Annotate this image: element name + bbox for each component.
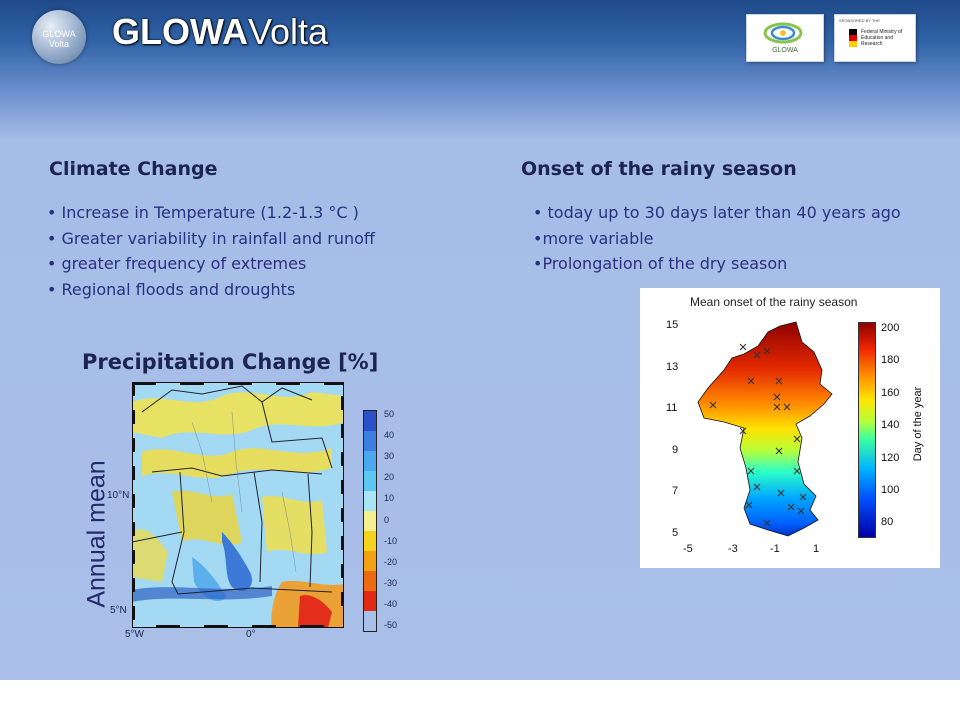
lat-label-5n: 5°N: [110, 605, 127, 616]
colorbar-segment: [364, 551, 376, 571]
ministry-name: Federal Ministry of Education and Resear…: [861, 29, 903, 47]
colorbar-segment: [364, 571, 376, 591]
colorbar-tick-label: 180: [881, 354, 900, 366]
bmbf-sponsor-logo: SPONSORED BY THE Federal Ministry of Edu…: [834, 14, 916, 62]
x-tick-label: -5: [683, 543, 693, 555]
colorbar-segment: [364, 531, 376, 551]
colorbar-tick-label: 120: [881, 452, 900, 464]
sponsored-by-label: SPONSORED BY THE: [839, 18, 880, 23]
onset-colorbar: [858, 322, 876, 538]
german-flag-icon: [849, 29, 857, 47]
onset-heading: Onset of the rainy season: [521, 158, 797, 180]
colorbar-label: 30: [384, 451, 395, 461]
brand-title: GLOWAVolta: [112, 12, 328, 52]
x-tick-label: -3: [728, 543, 738, 555]
colorbar-segment: [364, 451, 376, 471]
colorbar-label: 50: [384, 409, 395, 419]
lon-label-0: 0°: [246, 629, 256, 640]
brand-title-regular: Volta: [247, 11, 329, 52]
colorbar-tick-label: 140: [881, 419, 900, 431]
precipitation-change-title: Precipitation Change [%]: [82, 350, 379, 374]
y-tick-label: 15: [666, 319, 679, 331]
y-tick-label: 13: [666, 361, 679, 373]
colorbar-tick-label: 160: [881, 387, 900, 399]
onset-map-image: [697, 321, 833, 537]
slide: GLOWA Volta GLOWAVolta GLOWA SPONSORED B…: [0, 0, 960, 680]
onset-bullet: •Prolongation of the dry season: [533, 254, 788, 273]
precipitation-change-map: [132, 382, 344, 628]
onset-list: • today up to 30 days later than 40 year…: [533, 200, 901, 277]
colorbar-tick-label: 80: [881, 516, 894, 528]
header-banner: GLOWA Volta GLOWAVolta GLOWA SPONSORED B…: [0, 0, 960, 100]
colorbar-tick-label: 200: [881, 322, 900, 334]
colorbar-label: 0: [384, 515, 390, 525]
colorbar-segment: [364, 411, 376, 431]
y-tick-label: 11: [666, 402, 678, 414]
climate-bullet: • Regional floods and droughts: [47, 279, 296, 299]
glowa-swirl-icon: [763, 22, 803, 44]
y-tick-label: 7: [672, 485, 679, 497]
colorbar-label: -30: [384, 578, 398, 588]
lat-label-10n: 10°N: [107, 490, 130, 501]
lon-label-5w: 5°W: [125, 629, 144, 640]
onset-bullet: •more variable: [533, 228, 654, 248]
logo-text-line2: Volta: [48, 39, 70, 49]
precipitation-colorbar: [363, 410, 377, 632]
colorbar-label: -50: [384, 620, 398, 630]
logo-text-line1: GLOWA: [42, 29, 76, 39]
colorbar-label: -40: [384, 599, 398, 609]
glowa-sponsor-label: GLOWA: [772, 47, 798, 54]
climate-bullet: • greater frequency of extremes: [47, 254, 307, 273]
y-tick-label: 5: [672, 527, 679, 539]
x-tick-label: 1: [813, 543, 820, 555]
glowa-volta-logo: GLOWA Volta: [32, 10, 86, 64]
x-tick-label: -1: [770, 543, 780, 555]
precipitation-map-image: [132, 382, 344, 628]
colorbar-label: 20: [384, 472, 395, 482]
colorbar-segment: [364, 511, 376, 531]
climate-change-heading: Climate Change: [49, 158, 218, 180]
annual-mean-label: Annual mean: [82, 460, 111, 608]
colorbar-segment: [364, 491, 376, 511]
y-tick-label: 9: [672, 444, 679, 456]
glowa-sponsor-logo: GLOWA: [746, 14, 824, 62]
colorbar-label: -10: [384, 536, 398, 546]
colorbar-segment: [364, 471, 376, 491]
climate-bullet: • Increase in Temperature (1.2-1.3 °C ): [47, 203, 359, 222]
colorbar-label: -20: [384, 557, 398, 567]
colorbar-tick-label: 100: [881, 484, 900, 496]
colorbar-segment: [364, 431, 376, 451]
climate-change-list: • Increase in Temperature (1.2-1.3 °C ) …: [47, 200, 375, 302]
colorbar-segment: [364, 591, 376, 611]
onset-bullet: • today up to 30 days later than 40 year…: [533, 203, 901, 222]
climate-bullet: • Greater variability in rainfall and ru…: [47, 228, 375, 248]
colorbar-label: 10: [384, 493, 395, 503]
brand-title-bold: GLOWA: [112, 11, 248, 52]
colorbar-label: 40: [384, 430, 395, 440]
colorbar-axis-label: Day of the year: [912, 386, 924, 462]
onset-chart-panel: Mean onset of the rainy season 15 13 11 …: [640, 288, 940, 568]
onset-chart-title: Mean onset of the rainy season: [690, 295, 858, 309]
